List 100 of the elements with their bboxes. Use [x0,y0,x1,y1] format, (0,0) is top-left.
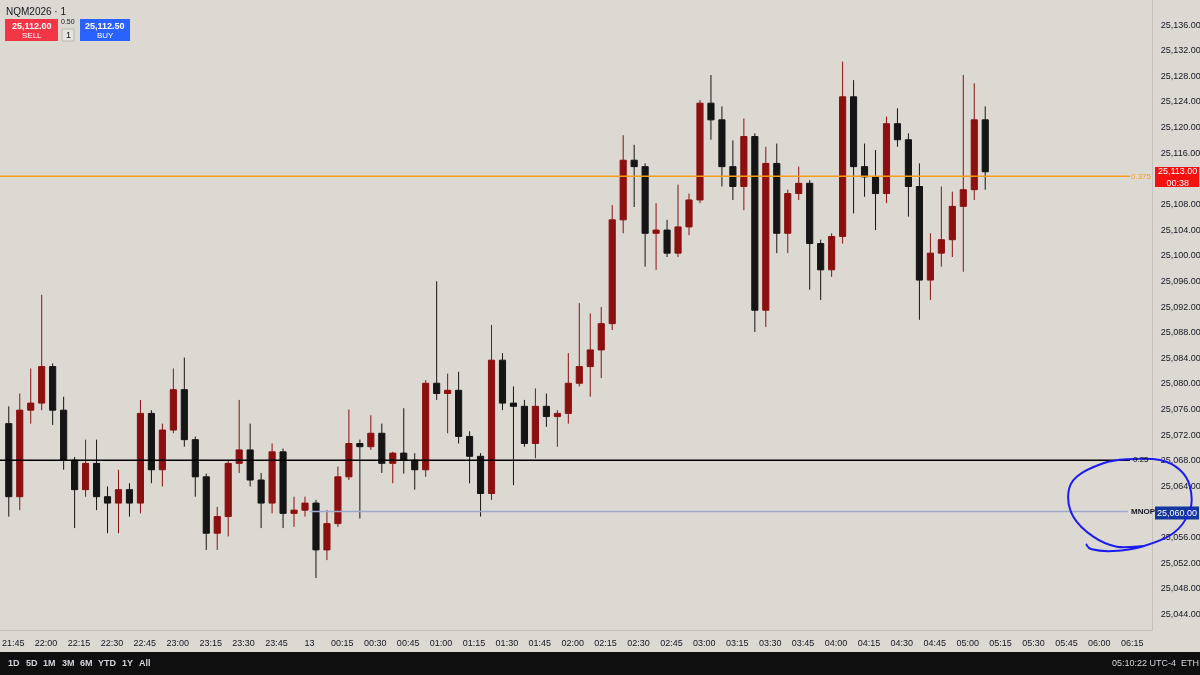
text: 5D [26,658,39,668]
candlestick [312,499,320,579]
y-tick-label: 25,048.00 [1160,583,1200,594]
candlestick [5,405,13,518]
candlestick [784,189,792,254]
text: NQM2026 · 1 [6,5,67,17]
candlestick [38,294,46,411]
candlestick [202,473,210,551]
candlestick [180,357,188,448]
candlestick [926,232,934,301]
candlestick [136,399,145,514]
x-tick-label: 21:45 [1,637,25,648]
candlestick [16,393,24,511]
candlestick [850,79,858,214]
x-tick-label: 22:45 [133,637,157,648]
candlestick [268,443,276,514]
x-tick-label: 03:00 [693,637,716,648]
candlestick [740,118,748,211]
x-tick-label: 22:00 [34,637,58,648]
candlestick [334,466,342,528]
candlestick [762,146,770,328]
candlestick [586,312,594,398]
y-tick-label: 25,120.00 [1160,122,1200,133]
x-tick-label: 03:30 [758,637,782,648]
candlestick [685,193,693,236]
x-tick-label: 23:15 [199,637,222,648]
candlestick [652,202,660,271]
candlestick [301,496,309,518]
candlestick [422,379,430,478]
candlestick [608,204,616,331]
candlestick [191,435,199,498]
candlestick [49,362,57,426]
candlestick [959,74,967,273]
y-tick-label: 25,072.00 [1160,429,1200,440]
annotation: 25,112.00 [12,21,52,31]
x-tick-label: 02:45 [660,637,683,648]
candlestick [92,439,101,511]
candlestick [345,409,353,481]
candlestick [981,105,989,191]
candlestick [871,149,880,231]
candlestick [400,407,408,475]
candlestick [356,439,364,519]
x-tick-label: 05:00 [956,637,979,648]
x-tick-label: 05:30 [1022,637,1045,648]
candlestick [82,439,90,498]
candlestick [257,472,265,529]
text: 1D [8,658,21,668]
candlestick [882,116,891,204]
candlestick [444,373,452,434]
candlestick [378,423,386,474]
y-tick-label: 25,084.00 [1160,352,1200,363]
x-tick-label: 03:45 [791,637,815,648]
candlestick [323,509,331,561]
candlestick [411,452,419,491]
candlestick [213,506,221,551]
candlestick [367,414,375,451]
candlestick [773,143,781,254]
candlestick [663,219,671,258]
candlestick [619,134,627,234]
candlestick [531,387,539,459]
candlestick [564,352,572,425]
candlestick [60,396,68,471]
candlestick [290,496,298,528]
x-tick-label: 01:30 [495,637,519,648]
candlestick [674,184,682,258]
x-tick-label: 06:00 [1088,637,1111,648]
x-tick-label: 05:45 [1055,637,1078,648]
y-tick-label: 25,044.00 [1160,609,1200,620]
candlestick [553,409,561,448]
x-tick-label: 00:30 [363,637,387,648]
text: 1M [43,658,56,668]
x-tick-label: 23:30 [232,637,255,648]
candlestick [455,371,463,444]
y-tick-label: 25,100.00 [1160,250,1200,261]
y-tick-label: 25,116.00 [1160,147,1200,158]
candlestick [817,239,825,301]
text: ETH [1181,658,1199,668]
text: 1Y [122,658,134,668]
candlestick [103,485,112,534]
text: All [139,658,151,668]
y-tick-label: 25,068.00 [1160,455,1200,466]
y-tick-label: 25,052.00 [1160,557,1200,568]
x-tick-label: 04:00 [824,637,848,648]
candlestick [806,179,814,291]
candlestick [904,132,913,218]
x-tick-label: 01:00 [429,637,453,648]
candlestick [246,423,254,487]
x-tick-label: 03:15 [726,637,749,648]
candlestick [542,393,550,428]
candlestick [597,306,605,379]
annotation: SELL [22,31,43,40]
candlestick [169,368,177,434]
candlestick [224,459,232,537]
x-tick-label: 00:15 [331,637,354,648]
x-tick-label: 23:00 [166,637,190,648]
candlestick [520,399,529,448]
candlestick [27,368,35,425]
candlestick [466,430,474,484]
candlestick [893,107,902,148]
candlestick [279,448,287,529]
